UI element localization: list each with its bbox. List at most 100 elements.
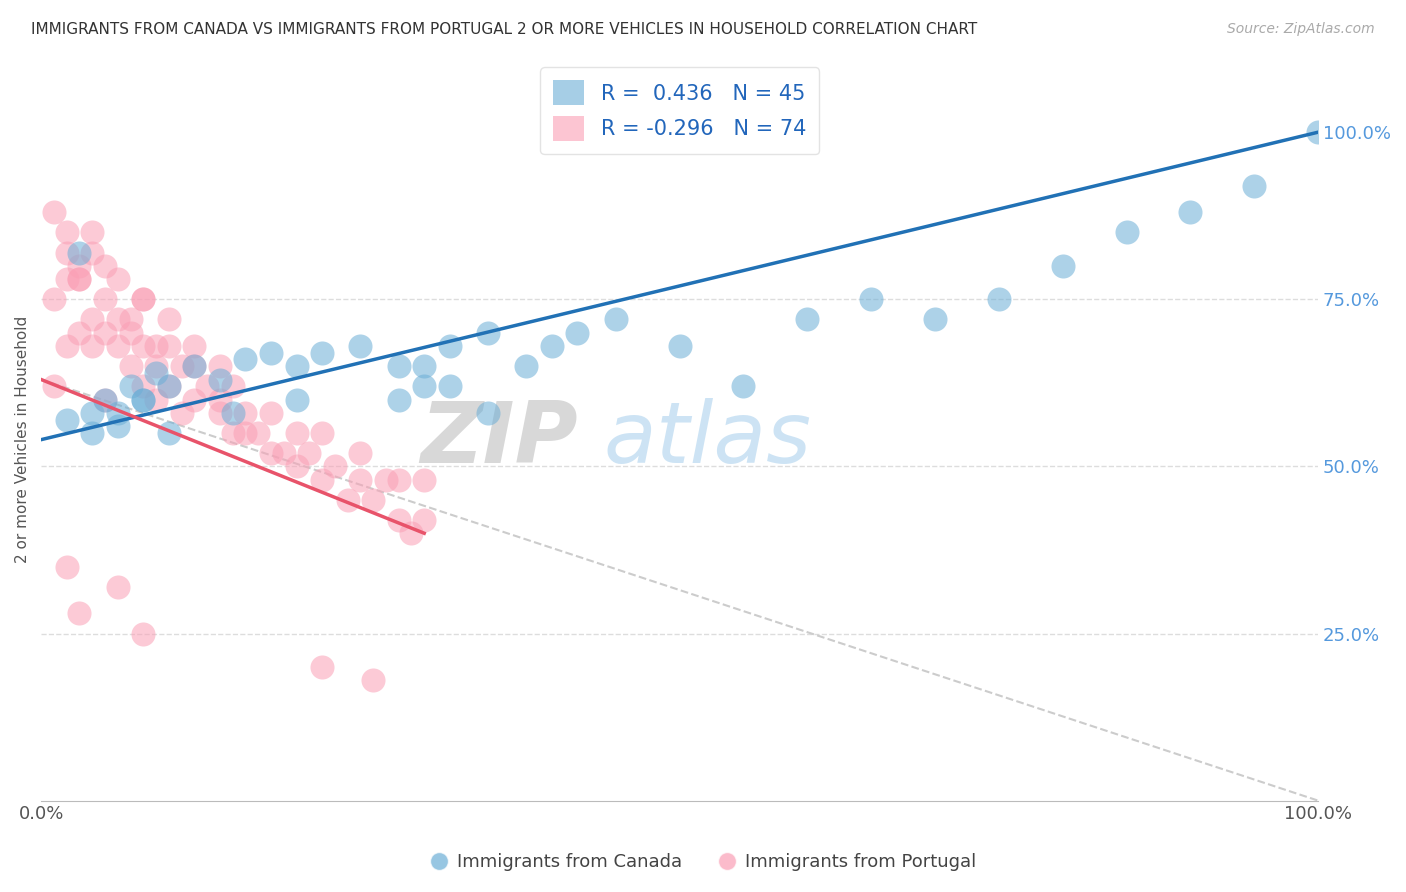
Point <box>82 312 104 326</box>
Point <box>668 339 690 353</box>
Point <box>120 326 142 340</box>
Point <box>145 359 167 373</box>
Text: IMMIGRANTS FROM CANADA VS IMMIGRANTS FROM PORTUGAL 2 OR MORE VEHICLES IN HOUSEHO: IMMIGRANTS FROM CANADA VS IMMIGRANTS FRO… <box>31 22 977 37</box>
Point <box>67 272 90 286</box>
Point <box>132 392 155 407</box>
Point <box>987 293 1010 307</box>
Point <box>120 359 142 373</box>
Point <box>477 326 499 340</box>
Point <box>55 245 77 260</box>
Point <box>67 326 90 340</box>
Legend: R =  0.436   N = 45, R = -0.296   N = 74: R = 0.436 N = 45, R = -0.296 N = 74 <box>540 68 818 153</box>
Point <box>132 293 155 307</box>
Point <box>55 272 77 286</box>
Point <box>183 359 205 373</box>
Text: Source: ZipAtlas.com: Source: ZipAtlas.com <box>1227 22 1375 37</box>
Point <box>107 339 129 353</box>
Point <box>183 392 205 407</box>
Point <box>733 379 755 393</box>
Point <box>235 352 257 367</box>
Point <box>94 392 117 407</box>
Legend: Immigrants from Canada, Immigrants from Portugal: Immigrants from Canada, Immigrants from … <box>422 847 984 879</box>
Point <box>924 312 946 326</box>
Point <box>94 392 117 407</box>
Point <box>285 459 308 474</box>
Point <box>132 626 155 640</box>
Point <box>55 226 77 240</box>
Point <box>107 312 129 326</box>
Point <box>157 379 180 393</box>
Point <box>157 379 180 393</box>
Point <box>67 272 90 286</box>
Point <box>439 379 461 393</box>
Point <box>120 379 142 393</box>
Point <box>860 293 883 307</box>
Point <box>82 339 104 353</box>
Point <box>235 406 257 420</box>
Point <box>132 293 155 307</box>
Point <box>349 339 371 353</box>
Text: atlas: atlas <box>603 398 811 481</box>
Point <box>349 473 371 487</box>
Point <box>247 425 270 440</box>
Point <box>55 412 77 426</box>
Point <box>42 379 65 393</box>
Point <box>1180 205 1202 219</box>
Point <box>82 425 104 440</box>
Point <box>195 379 218 393</box>
Point <box>401 526 423 541</box>
Point <box>208 392 231 407</box>
Point <box>311 345 333 359</box>
Point <box>388 392 411 407</box>
Point <box>82 226 104 240</box>
Text: ZIP: ZIP <box>420 398 578 481</box>
Point <box>388 359 411 373</box>
Point <box>221 425 243 440</box>
Point <box>107 272 129 286</box>
Point <box>208 406 231 420</box>
Point <box>311 425 333 440</box>
Y-axis label: 2 or more Vehicles in Household: 2 or more Vehicles in Household <box>15 316 30 563</box>
Point <box>413 473 436 487</box>
Point <box>107 419 129 434</box>
Point <box>94 259 117 273</box>
Point <box>67 259 90 273</box>
Point <box>82 245 104 260</box>
Point <box>388 473 411 487</box>
Point <box>145 366 167 380</box>
Point <box>413 379 436 393</box>
Point <box>67 245 90 260</box>
Point <box>323 459 346 474</box>
Point <box>541 339 564 353</box>
Point <box>349 446 371 460</box>
Point <box>132 339 155 353</box>
Point <box>567 326 589 340</box>
Point <box>42 293 65 307</box>
Point <box>107 406 129 420</box>
Point <box>132 379 155 393</box>
Point <box>1115 226 1137 240</box>
Point <box>374 473 396 487</box>
Point <box>235 425 257 440</box>
Point <box>157 312 180 326</box>
Point <box>605 312 627 326</box>
Point <box>260 446 283 460</box>
Point <box>82 406 104 420</box>
Point <box>1308 125 1330 139</box>
Point <box>298 446 321 460</box>
Point <box>208 372 231 386</box>
Point <box>221 379 243 393</box>
Point <box>145 339 167 353</box>
Point <box>94 293 117 307</box>
Point <box>145 392 167 407</box>
Point <box>515 359 537 373</box>
Point <box>120 312 142 326</box>
Point <box>170 359 193 373</box>
Point <box>285 359 308 373</box>
Point <box>221 406 243 420</box>
Point <box>311 473 333 487</box>
Point <box>55 559 77 574</box>
Point <box>285 392 308 407</box>
Point <box>208 359 231 373</box>
Point <box>67 607 90 621</box>
